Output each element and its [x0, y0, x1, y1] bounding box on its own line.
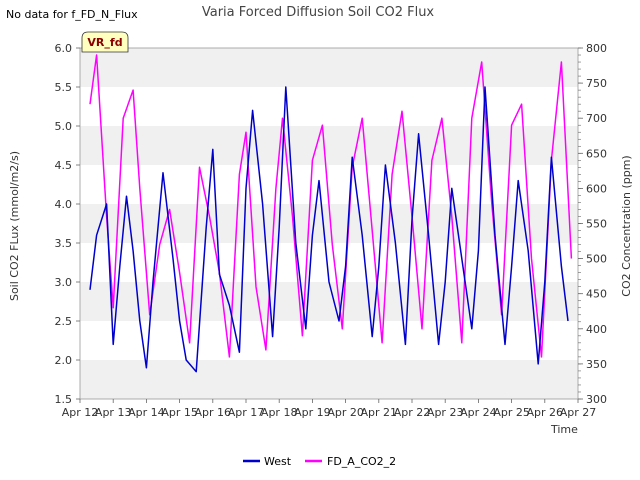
legend-label-west: West: [264, 455, 292, 468]
x-tick-label: Apr 22: [394, 406, 431, 419]
legend: West FD_A_CO2_2: [243, 455, 396, 468]
x-tick-label: Apr 17: [228, 406, 265, 419]
grid-band: [80, 48, 578, 87]
y-left-tick-label: 5.5: [55, 81, 73, 94]
y-right-tick-label: 350: [586, 358, 607, 371]
x-tick-label: Apr 19: [294, 406, 331, 419]
grid-band: [80, 282, 578, 321]
x-tick-label: Apr 12: [62, 406, 99, 419]
y-left-tick-label: 2.0: [55, 354, 73, 367]
y-left-tick-label: 3.5: [55, 237, 73, 250]
y-left-tick-label: 1.5: [55, 393, 73, 406]
badge-label: VR_fd: [87, 36, 122, 49]
x-tick-label: Apr 26: [527, 406, 564, 419]
x-tick-label: Apr 16: [195, 406, 232, 419]
series-line-fd-a-co2-2: [89, 54, 573, 358]
x-tick-label: Apr 14: [128, 406, 165, 419]
y-left-tick-label: 4.5: [55, 159, 73, 172]
y-left-tick-label: 6.0: [55, 42, 73, 55]
series-line-west: [89, 86, 569, 373]
y-right-tick-label: 600: [586, 182, 607, 195]
series-layer: [89, 54, 573, 373]
y-left-tick-label: 4.0: [55, 198, 73, 211]
x-tick-label: Apr 23: [427, 406, 464, 419]
chart-title: Varia Forced Diffusion Soil CO2 Flux: [202, 5, 435, 20]
y-right-tick-label: 400: [586, 323, 607, 336]
y-right-tick-label: 700: [586, 112, 607, 125]
x-tick-label: Apr 18: [261, 406, 298, 419]
grid-bands: [80, 48, 578, 399]
x-tick-label: Apr 20: [327, 406, 364, 419]
y-left-axis-label: Soil CO2 FLux (mmol/m2/s): [8, 151, 21, 301]
grid-band: [80, 126, 578, 165]
y-right-tick-label: 750: [586, 77, 607, 90]
y-right-tick-label: 550: [586, 218, 607, 231]
grid-band: [80, 360, 578, 399]
y-right-tick-label: 450: [586, 288, 607, 301]
x-tick-label: Apr 13: [95, 406, 132, 419]
x-tick-label: Apr 27: [560, 406, 597, 419]
legend-label-fd-a-co2-2: FD_A_CO2_2: [327, 455, 396, 468]
y-right-tick-label: 300: [586, 393, 607, 406]
x-tick-label: Apr 15: [161, 406, 198, 419]
y-right-tick-label: 500: [586, 253, 607, 266]
y-left-tick-label: 5.0: [55, 120, 73, 133]
y-right-tick-label: 800: [586, 42, 607, 55]
x-tick-label: Apr 25: [493, 406, 530, 419]
y-left-axis-ticks: 1.5 2.0 2.5 3.0 3.5 4.0 4.5 5.0 5.5 6.0: [55, 42, 80, 406]
y-left-tick-label: 3.0: [55, 276, 73, 289]
x-axis-label: Time: [550, 423, 578, 436]
x-tick-label: Apr 21: [361, 406, 398, 419]
y-left-tick-label: 2.5: [55, 315, 73, 328]
x-tick-label: Apr 24: [460, 406, 497, 419]
y-right-axis-ticks: 300 350 400 450 500 550 600 650 700 750 800: [578, 42, 607, 406]
vr-fd-badge: VR_fd: [81, 31, 129, 53]
y-right-axis-label: CO2 Concentration (ppm): [620, 155, 633, 296]
no-data-note: No data for f_FD_N_Flux: [6, 8, 138, 21]
y-right-tick-label: 650: [586, 147, 607, 160]
